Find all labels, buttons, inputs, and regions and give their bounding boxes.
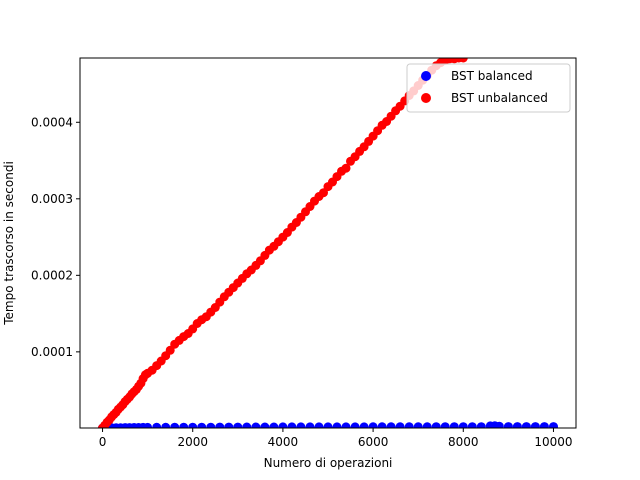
data-point-bst-balanced [359,422,369,428]
data-point-bst-balanced [314,422,324,428]
data-point-bst-balanced [350,422,360,428]
x-tick-label: 0 [99,435,107,449]
data-point-bst-balanced [287,422,297,428]
data-point-bst-balanced [539,422,549,428]
data-point-bst-balanced [549,422,558,428]
y-tick-label: 0.0004 [31,115,73,129]
data-point-bst-balanced [224,422,234,428]
data-point-bst-balanced [449,422,459,428]
data-point-bst-balanced [476,422,486,428]
data-point-bst-balanced [521,422,531,428]
y-tick-label: 0.0002 [31,268,73,282]
data-point-bst-balanced [278,422,288,428]
y-axis-ticks: 0.0001 0.0002 0.0003 0.0004 [31,115,80,359]
x-tick-label: 4000 [268,435,299,449]
x-axis-title: Numero di operazioni [264,456,393,470]
data-point-bst-balanced [323,422,333,428]
legend-label-bst-unbalanced: BST unbalanced [451,91,548,105]
data-point-bst-balanced [341,422,351,428]
data-point-bst-balanced [143,422,153,428]
data-point-bst-balanced [503,422,513,428]
data-point-bst-balanced [458,422,468,428]
data-point-bst-balanced [242,422,252,428]
data-point-bst-balanced [386,422,396,428]
data-point-bst-balanced [215,422,225,428]
legend-marker-bst-unbalanced [421,93,431,103]
x-tick-label: 6000 [358,435,389,449]
plot-frame [79,57,577,429]
data-point-bst-balanced [368,422,378,428]
data-point-bst-balanced [467,422,477,428]
data-point-bst-balanced [377,422,387,428]
data-point-bst-balanced [305,422,315,428]
y-tick-label: 0.0003 [31,192,73,206]
data-point-bst-balanced [395,422,405,428]
data-point-bst-balanced [179,422,189,428]
legend: BST balanced BST unbalanced [406,63,571,113]
data-point-bst-balanced [233,422,243,428]
data-point-bst-balanced [170,422,180,428]
x-tick-label: 2000 [177,435,208,449]
data-point-bst-unbalanced [341,163,351,173]
y-axis-title: Tempo trascorso in secondi [2,161,16,326]
legend-marker-bst-balanced [421,71,431,81]
data-point-bst-balanced [152,422,162,428]
data-point-bst-balanced [197,422,207,428]
data-point-bst-balanced [251,422,261,428]
data-point-bst-balanced [494,421,504,428]
data-point-bst-balanced [422,422,432,428]
data-point-bst-balanced [404,422,414,428]
data-point-bst-balanced [161,422,171,428]
data-point-bst-balanced [332,422,342,428]
x-axis-ticks: 0 2000 4000 6000 8000 10000 [99,428,573,449]
data-point-bst-balanced [431,422,441,428]
x-tick-label: 8000 [448,435,479,449]
data-point-bst-balanced [296,422,306,428]
x-tick-label: 10000 [534,435,572,449]
data-point-bst-balanced [206,422,216,428]
data-point-bst-balanced [269,422,279,428]
legend-box [406,63,571,113]
legend-label-bst-balanced: BST balanced [451,69,533,83]
data-points [98,58,558,428]
data-point-bst-balanced [260,422,270,428]
y-tick-label: 0.0001 [31,345,73,359]
data-point-bst-balanced [188,422,198,428]
data-point-bst-balanced [512,422,522,428]
data-point-bst-balanced [440,422,450,428]
data-point-bst-unbalanced [458,58,468,63]
data-point-bst-balanced [413,422,423,428]
data-point-bst-balanced [530,422,540,428]
